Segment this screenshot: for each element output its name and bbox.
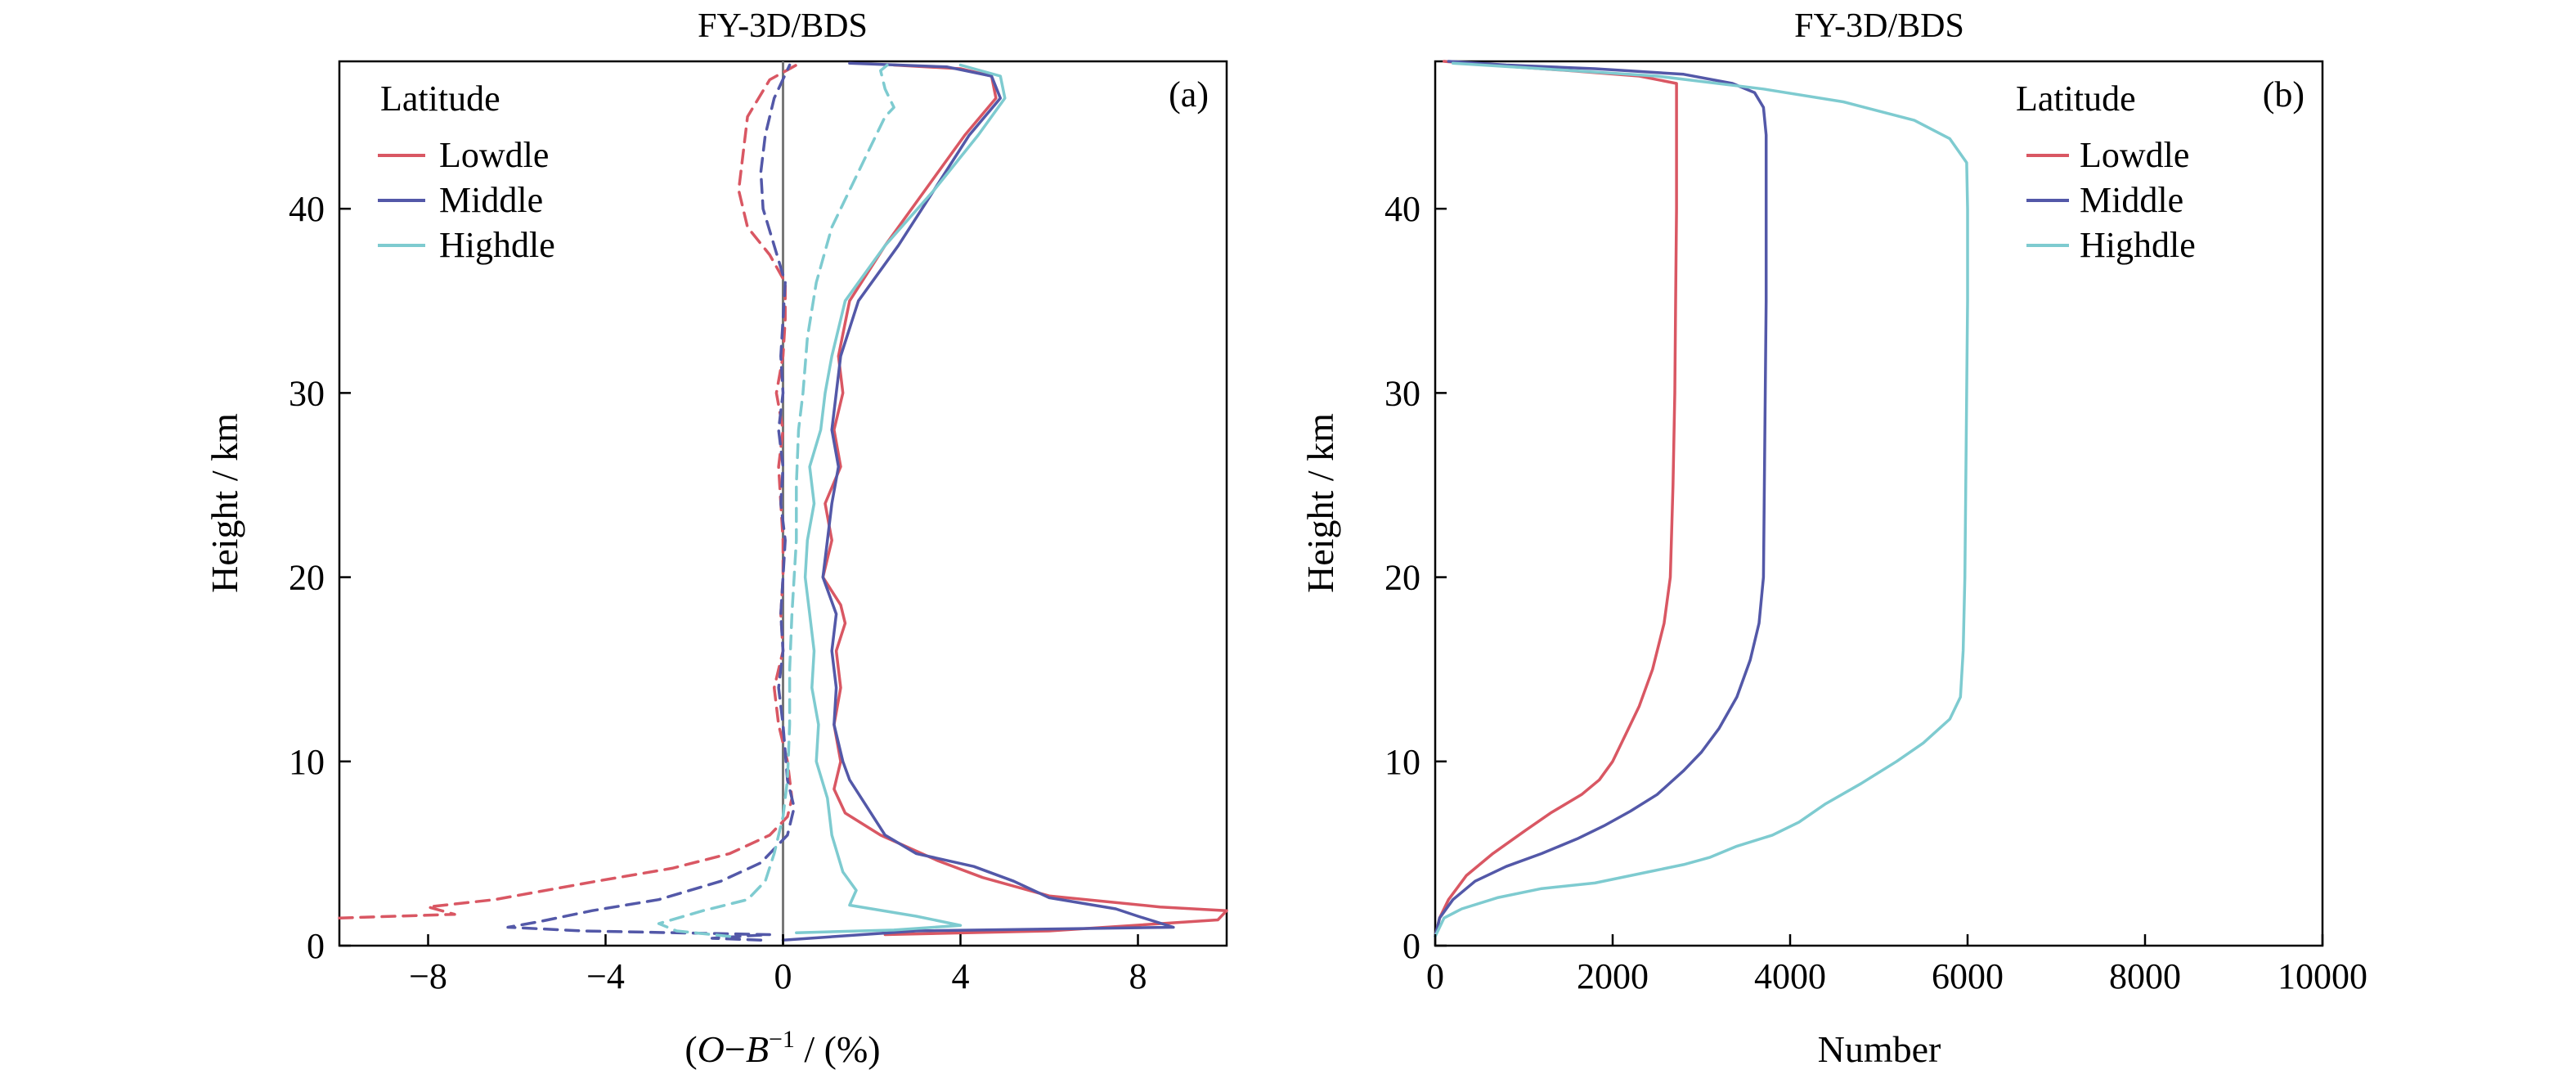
- panel-b-legend-title: Latitude: [2016, 79, 2136, 119]
- panel-a-x-tick-label: −8: [409, 956, 447, 996]
- panel-a-y-tick-label: 0: [307, 926, 325, 966]
- panel-a-series-highdle-dashed-line: [657, 61, 895, 938]
- panel-b-title: FY-3D/BDS: [1794, 7, 1964, 45]
- panel-a-y-tick-label: 20: [289, 558, 325, 598]
- panel-a-legend-label-middle: Middle: [439, 180, 543, 220]
- panel-a-legend-title: Latitude: [380, 79, 500, 119]
- panel-b-x-tick-label: 2000: [1577, 956, 1649, 996]
- panel-a-y-ticks: 0 10 20 30 40: [289, 189, 351, 966]
- xlabel-b: B: [746, 1028, 769, 1070]
- panel-b-plot-frame: [1434, 60, 2324, 947]
- panel-b-y-tick-label: 20: [1384, 558, 1420, 598]
- panel-b-legend-label-middle: Middle: [2080, 180, 2183, 220]
- panel-a-title: FY-3D/BDS: [698, 7, 868, 45]
- panel-b-y-tick-label: 30: [1384, 373, 1420, 413]
- panel-b-x-ticks: 0 2000 4000 6000 8000 10000: [1426, 934, 2367, 996]
- panel-b-x-tick-label: 6000: [1932, 956, 2004, 996]
- xlabel-superscript: −1: [769, 1026, 795, 1053]
- panel-b-series-middle-solid-line: [1434, 60, 1768, 938]
- panel-a-series-lowdle-solid-line: [821, 63, 1228, 937]
- panel-a-chart: FY-3D/BDS −8 −4 0 4 8 0 10 20 30 40 (a) Height /…: [204, 7, 1228, 1070]
- panel-a-legend: Latitude Lowdle Middle Highdle: [378, 79, 555, 265]
- panel-a-x-ticks: −8 −4 0 4 8: [409, 934, 1147, 996]
- panel-a-x-tick-label: 0: [774, 956, 792, 996]
- panel-a-x-tick-label: 8: [1129, 956, 1147, 996]
- panel-b-x-axis-label: Number: [1818, 1028, 1941, 1070]
- panel-a-y-tick-label: 10: [289, 742, 325, 782]
- panel-b-x-tick-label: 10000: [2278, 956, 2367, 996]
- panel-a-series-middle-solid-line: [781, 61, 1175, 942]
- xlabel-minus: −: [725, 1028, 746, 1070]
- panel-a-series-layer: [338, 61, 1228, 942]
- panel-a-series-lowdle-dashed-line: [338, 63, 798, 919]
- panel-b-chart: FY-3D/BDS 0 2000 4000 6000 8000 10000 0 10 20 30…: [1299, 7, 2367, 1070]
- panel-a-legend-label-highdle: Highdle: [439, 225, 555, 265]
- panel-a-series-highdle-solid-line: [795, 63, 1007, 934]
- panel-b-y-tick-label: 10: [1384, 742, 1420, 782]
- panel-a-x-tick-label: −4: [586, 956, 625, 996]
- panel-b-x-tick-label: 4000: [1754, 956, 1826, 996]
- panel-a-x-axis-label: (O−B−1 / (%): [684, 1026, 880, 1070]
- panel-b-y-axis-label: Height / km: [1299, 413, 1341, 593]
- panel-b-series-layer: [1434, 60, 1969, 938]
- panel-a-label: (a): [1169, 74, 1209, 115]
- panel-b-x-tick-label: 8000: [2109, 956, 2181, 996]
- panel-b-y-tick-label: 40: [1384, 189, 1420, 229]
- xlabel-o: O: [698, 1028, 725, 1070]
- panel-a-series-middle-dashed-line: [506, 63, 796, 942]
- panel-b-x-tick-label: 0: [1426, 956, 1444, 996]
- panel-b-legend: Latitude Lowdle Middle Highdle: [2016, 79, 2196, 265]
- panel-b-y-ticks: 0 10 20 30 40: [1384, 189, 1447, 966]
- panel-a-legend-label-lowdle: Lowdle: [439, 135, 549, 175]
- panel-a-x-tick-label: 4: [952, 956, 970, 996]
- panel-b-label: (b): [2263, 74, 2304, 115]
- panel-a-y-tick-label: 40: [289, 189, 325, 229]
- panel-b-legend-label-lowdle: Lowdle: [2080, 135, 2189, 175]
- panel-b-legend-label-highdle: Highdle: [2080, 225, 2196, 265]
- panel-b-y-tick-label: 0: [1402, 926, 1420, 966]
- xlabel-units: / (%): [795, 1028, 881, 1070]
- panel-b-series-highdle-solid-line: [1434, 61, 1969, 938]
- panel-a-y-tick-label: 30: [289, 373, 325, 413]
- xlabel-open-paren: (: [684, 1028, 697, 1070]
- panel-a-y-axis-label: Height / km: [204, 413, 245, 593]
- panel-b-series-lowdle-solid-line: [1434, 60, 1678, 938]
